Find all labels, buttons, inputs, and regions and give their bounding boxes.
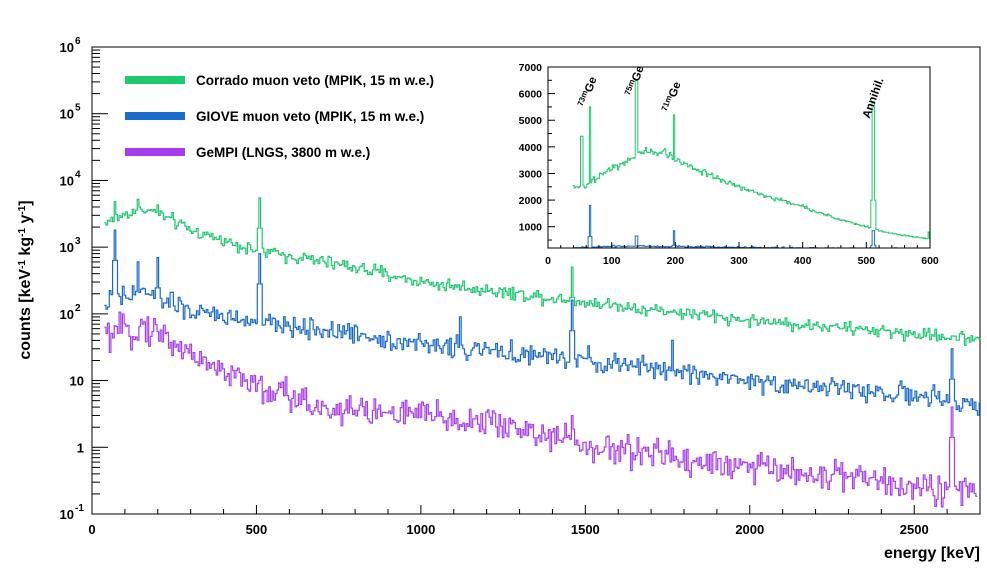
y-tick-exponent: -1 — [75, 503, 84, 514]
main-series-line-1 — [104, 197, 981, 346]
y-tick-label: 1 — [77, 440, 84, 455]
legend-label-2: GIOVE muon veto (MPIK, 15 m w.e.) — [196, 109, 424, 124]
main-x-ticks: 0 500 1000 1500 2000 2500 — [88, 505, 981, 537]
y-tick-exponent: 5 — [75, 103, 81, 114]
x-tick-label: 2000 — [735, 522, 764, 537]
x-tick-label: 0 — [88, 522, 95, 537]
inset-y-tick-label: 4000 — [519, 142, 543, 154]
y-axis-title-tail: ] — [17, 200, 34, 205]
x-tick-label: 1500 — [571, 522, 600, 537]
legend-label-1: Corrado muon veto (MPIK, 15 m w.e.) — [196, 73, 434, 88]
y-tick-label: 10 — [70, 374, 84, 389]
inset-x-tick-label: 400 — [794, 255, 812, 267]
main-series-line-3 — [104, 311, 978, 508]
y-axis-title-main: counts [keV — [17, 269, 34, 360]
inset-y-tick-label: 7000 — [519, 62, 543, 74]
x-tick-label: 2500 — [900, 522, 929, 537]
inset-y-tick-label: 3000 — [519, 168, 543, 180]
x-tick-label: 500 — [246, 522, 268, 537]
legend-label-3: GeMPI (LNGS, 3800 m w.e.) — [196, 145, 370, 160]
main-series-line-2 — [104, 229, 981, 416]
y-axis-title: counts [keV-1 kg-1 y-1] — [17, 200, 35, 359]
y-tick-label: 10 — [60, 307, 74, 322]
y-tick-exponent: 4 — [75, 169, 81, 180]
y-axis-title-mid2: y — [17, 215, 34, 228]
y-tick-label: 10 — [60, 173, 74, 188]
y-tick-label: 10 — [60, 40, 74, 55]
inset-background — [548, 67, 930, 248]
inset-x-tick-label: 100 — [603, 255, 621, 267]
inset-x-tick-label: 500 — [858, 255, 876, 267]
y-tick-exponent: 2 — [75, 303, 81, 314]
main-series-group — [104, 197, 981, 508]
inset-y-ticks: 1000 2000 3000 4000 5000 6000 7000 — [519, 62, 555, 241]
inset-x-ticks: 0 100 200 300 400 500 600 — [545, 242, 939, 267]
inset-x-tick-label: 200 — [667, 255, 685, 267]
x-axis-title: energy [keV] — [884, 545, 980, 562]
x-tick-label: 1000 — [406, 522, 435, 537]
inset-chart: 0 100 200 300 400 500 600 1000 2000 3000 4000 5000… — [519, 62, 939, 267]
main-plot-frame — [91, 46, 981, 515]
inset-y-tick-label: 5000 — [519, 115, 543, 127]
y-axis-title-exp1: -1 — [17, 260, 28, 269]
inset-x-tick-label: 300 — [730, 255, 748, 267]
y-tick-exponent: 6 — [75, 36, 81, 47]
y-tick-exponent: 3 — [75, 236, 81, 247]
y-tick-label: 10 — [60, 507, 74, 522]
y-axis-title-exp2: -1 — [17, 228, 28, 237]
inset-y-tick-label: 6000 — [519, 89, 543, 101]
inset-x-tick-label: 0 — [545, 255, 551, 267]
inset-y-tick-label: 2000 — [519, 195, 543, 207]
y-axis-title-mid: kg — [17, 237, 34, 260]
inset-y-tick-label: 1000 — [519, 222, 543, 234]
y-axis-title-exp3: -1 — [17, 205, 28, 214]
inset-x-tick-label: 600 — [921, 255, 939, 267]
inset-series-line-1 — [572, 79, 931, 240]
y-tick-label: 10 — [60, 240, 74, 255]
legend: Corrado muon veto (MPIK, 15 m w.e.) GIOVE… — [125, 73, 434, 160]
y-tick-label: 10 — [60, 107, 74, 122]
